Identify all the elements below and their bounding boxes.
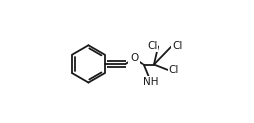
Text: Cl: Cl	[168, 65, 178, 75]
Text: Cl: Cl	[147, 41, 157, 51]
Text: O: O	[130, 54, 138, 63]
Text: NH: NH	[143, 77, 158, 87]
Text: Cl: Cl	[171, 41, 182, 51]
